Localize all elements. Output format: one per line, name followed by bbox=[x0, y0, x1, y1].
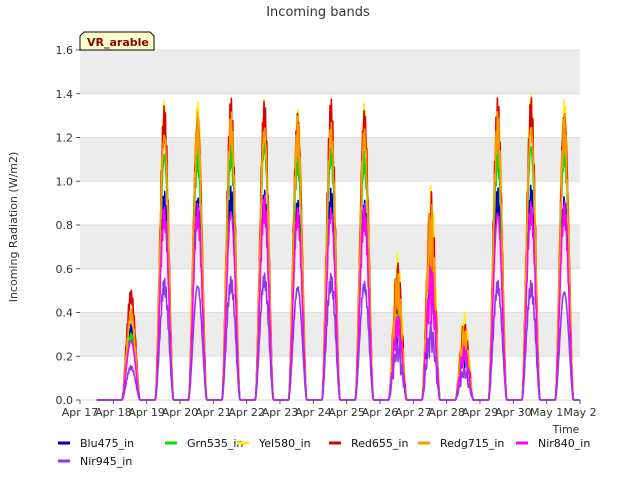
y-tick-label: 0.8 bbox=[56, 219, 74, 232]
x-tick-label: Apr 18 bbox=[95, 406, 132, 419]
y-tick-label: 1.4 bbox=[56, 88, 74, 101]
grid-band bbox=[80, 50, 580, 94]
legend-label: Grn535_in bbox=[187, 437, 243, 450]
x-tick-label: Apr 27 bbox=[395, 406, 432, 419]
y-tick-label: 0.4 bbox=[56, 307, 74, 320]
y-tick-label: 1.0 bbox=[56, 175, 74, 188]
legend-label: Nir945_in bbox=[80, 455, 132, 468]
y-tick-label: 1.2 bbox=[56, 132, 74, 145]
legend-label: Redg715_in bbox=[440, 437, 504, 450]
legend-item: Blu475_in bbox=[58, 437, 134, 450]
legend-label: Blu475_in bbox=[80, 437, 134, 450]
chart-title: Incoming bands bbox=[266, 5, 370, 20]
x-tick-label: Apr 23 bbox=[262, 406, 299, 419]
legend-item: Yel580_in bbox=[237, 437, 311, 450]
y-axis-label: Incoming Radiation (W/m2) bbox=[7, 152, 20, 303]
grid-band bbox=[80, 225, 580, 269]
legend-item: Redg715_in bbox=[418, 437, 504, 450]
y-tick-label: 0.6 bbox=[56, 263, 74, 276]
site-tag-box bbox=[79, 31, 155, 51]
y-tick-label: 0.0 bbox=[56, 394, 74, 407]
legend-item: Nir945_in bbox=[58, 455, 132, 468]
legend-label: Yel580_in bbox=[258, 437, 311, 450]
x-tick-label: May 1 bbox=[530, 406, 563, 419]
site-tag: VR_arable bbox=[79, 31, 155, 51]
legend-item: Red655_in bbox=[329, 437, 408, 450]
y-tick-label: 0.2 bbox=[56, 350, 74, 363]
x-tick-label: Apr 25 bbox=[328, 406, 365, 419]
x-tick-label: Apr 26 bbox=[362, 406, 399, 419]
x-axis-label: Time bbox=[552, 423, 580, 436]
x-tick-label: Apr 19 bbox=[128, 406, 165, 419]
x-tick-label: Apr 21 bbox=[195, 406, 232, 419]
legend-item: Grn535_in bbox=[165, 437, 243, 450]
x-tick-label: Apr 20 bbox=[162, 406, 199, 419]
legend-label: Red655_in bbox=[351, 437, 408, 450]
legend-label: Nir840_in bbox=[538, 437, 590, 450]
x-tick-label: May 2 bbox=[563, 406, 596, 419]
x-tick-label: Apr 22 bbox=[228, 406, 265, 419]
y-tick-label: 1.6 bbox=[56, 44, 74, 57]
legend: Blu475_in Grn535_in Yel580_in Red655_in Redg… bbox=[58, 437, 590, 468]
x-tick-label: Apr 28 bbox=[428, 406, 465, 419]
legend-item: Nir840_in bbox=[516, 437, 590, 450]
grid-band bbox=[80, 312, 580, 357]
x-tick-label: Apr 24 bbox=[295, 406, 332, 419]
x-tick-label: Apr 17 bbox=[62, 406, 99, 419]
x-tick-label: Apr 30 bbox=[495, 406, 532, 419]
site-tag-text: VR_arable bbox=[87, 36, 149, 49]
series-lines bbox=[96, 94, 581, 401]
series-line-nir945-in bbox=[96, 272, 581, 401]
x-tick-label: Apr 29 bbox=[462, 406, 499, 419]
